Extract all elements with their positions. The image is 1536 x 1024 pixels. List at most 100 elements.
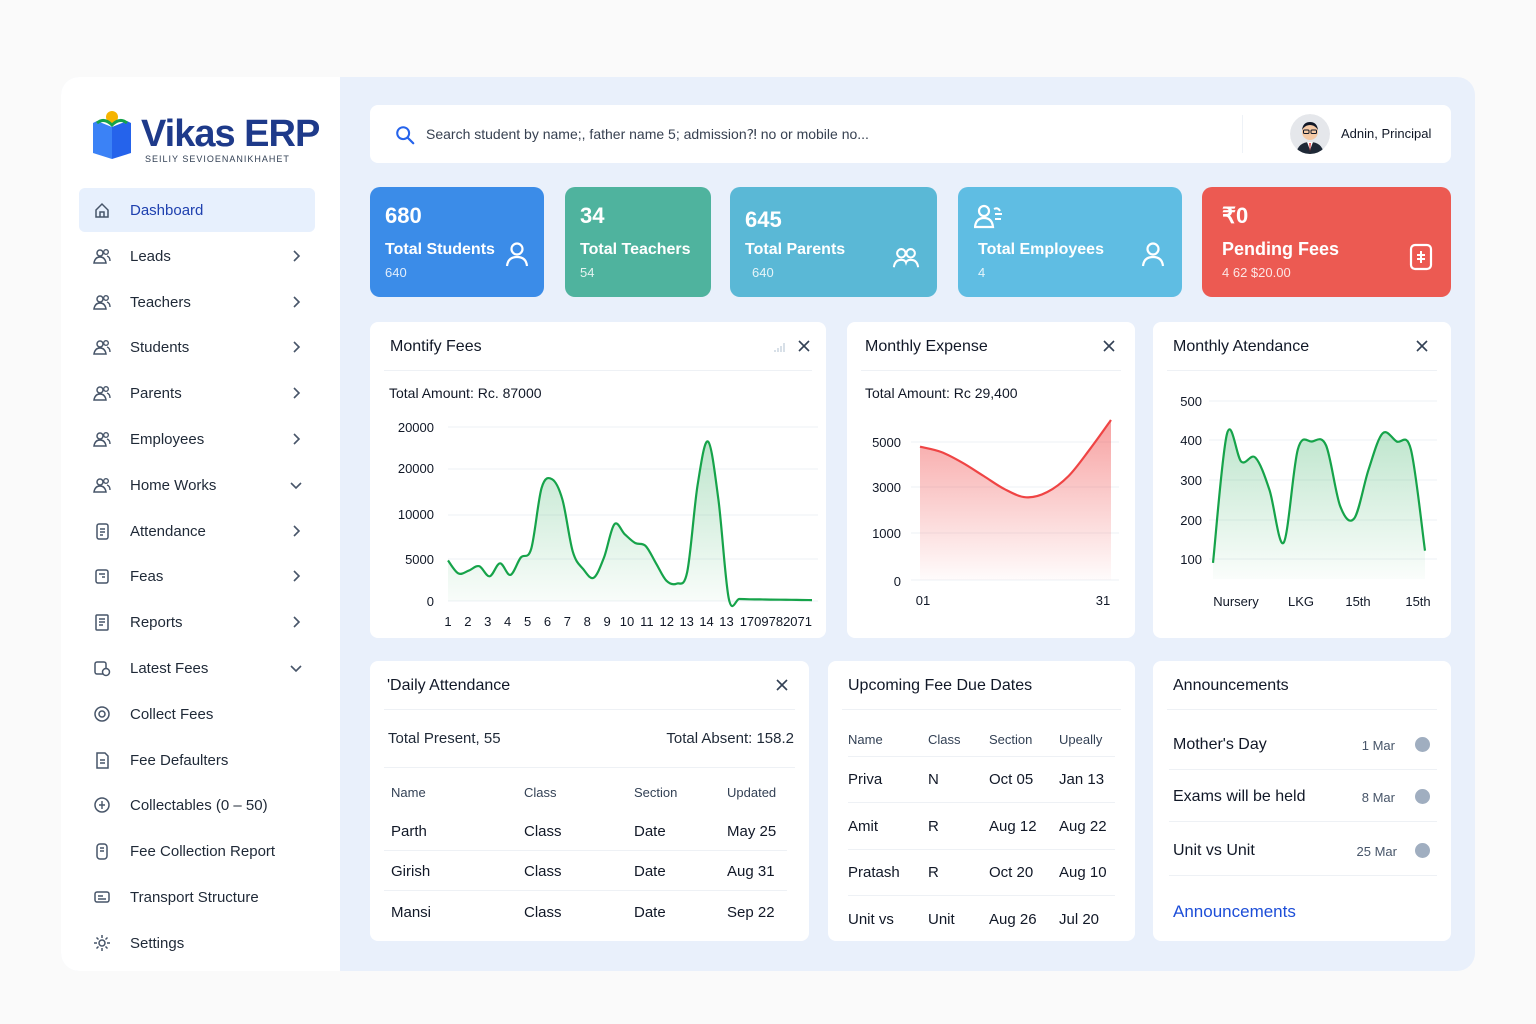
close-icon[interactable] (1415, 339, 1429, 353)
bus-icon (94, 891, 110, 903)
column-header[interactable]: Section (989, 732, 1033, 747)
series-line[interactable] (1211, 428, 1427, 563)
divider (861, 370, 1121, 371)
sidebar-nav: Dashboard Leads Teachers Students Parents Emp… (79, 188, 315, 967)
upcoming-fee-table: Name Class Section Upeally Priva N Oct 05 Jan 1… (828, 661, 1135, 941)
row-divider (848, 756, 1115, 757)
row-divider (1169, 875, 1437, 876)
sidebar-item-transport-structure[interactable]: Transport Structure (79, 875, 315, 919)
table-cell[interactable]: Unit vs (848, 911, 894, 928)
sidebar-item-label: Latest Fees (130, 659, 209, 677)
column-header[interactable]: Section (634, 785, 678, 800)
signal-icon[interactable] (774, 341, 786, 353)
x-tick-label: 01 (916, 593, 930, 608)
sidebar-item-students[interactable]: Students (79, 325, 315, 369)
close-icon[interactable] (775, 678, 789, 692)
table-cell[interactable]: Amit (848, 818, 878, 835)
table-cell: Class (524, 823, 562, 840)
status-dot[interactable] (1415, 737, 1430, 752)
home-icon (95, 202, 109, 218)
x-tick-label: 15th (1345, 594, 1370, 609)
status-dot[interactable] (1415, 843, 1430, 858)
column-header[interactable]: Updated (727, 785, 777, 800)
stat-card-total-employees[interactable]: Total Employees 4 (958, 187, 1182, 297)
column-header[interactable]: Class (928, 732, 961, 747)
close-icon[interactable] (1102, 339, 1116, 353)
y-tick-label: 0 (427, 594, 434, 609)
sidebar-item-parents[interactable]: Parents (79, 371, 315, 415)
chevron-right-icon (293, 525, 301, 537)
announcement-title[interactable]: Exams will be held (1173, 788, 1306, 805)
y-tick-label: 3000 (872, 480, 901, 495)
y-tick-label: 5000 (405, 552, 434, 567)
card-title: 'Daily Attendance (387, 677, 511, 694)
stat-value: 680 (385, 203, 422, 228)
announcement-date: 25 Mar (1356, 844, 1397, 859)
y-tick-label: 20000 (398, 461, 434, 476)
close-icon[interactable] (797, 339, 811, 353)
sidebar-item-label: Attendance (130, 522, 206, 540)
avatar[interactable] (1290, 114, 1330, 154)
user-name[interactable]: Adnin, Principal (1341, 126, 1432, 141)
stat-card-total-teachers[interactable]: 34 Total Teachers 54 (565, 187, 711, 297)
card-title: Announcements (1173, 677, 1289, 694)
table-cell[interactable]: Priva (848, 771, 883, 788)
announcement-title[interactable]: Unit vs Unit (1173, 842, 1255, 859)
table-cell[interactable]: Girish (391, 863, 431, 880)
table-cell: Oct 20 (989, 864, 1034, 881)
chevron-down-icon (290, 665, 302, 673)
announcements-link[interactable]: Announcements (1173, 902, 1296, 921)
sidebar-item-latest-fees[interactable]: Latest Fees (79, 646, 315, 690)
receipt-icon (96, 843, 108, 860)
sidebar-item-label: Parents (130, 385, 182, 403)
stat-card-total-students[interactable]: 680 Total Students 640 (370, 187, 544, 297)
sidebar-item-fee-defaulters[interactable]: Fee Defaulters (79, 738, 315, 782)
column-header[interactable]: Name (391, 785, 426, 800)
table-cell[interactable]: Parth (391, 823, 427, 840)
table-cell: Oct 05 (989, 771, 1034, 788)
daily-attendance-card: 'Daily Attendance Total Present, 55 Tota… (370, 661, 809, 941)
document-icon (96, 751, 109, 769)
sidebar-item-collect-fees[interactable]: Collect Fees (79, 692, 315, 736)
x-tick-label: 11 (640, 614, 654, 629)
person-icon (1141, 242, 1165, 267)
table-cell: Sep 22 (727, 904, 775, 921)
column-header[interactable]: Class (524, 785, 557, 800)
table-cell: Class (524, 863, 562, 880)
stat-sub: 640 (752, 265, 774, 280)
sidebar-item-dashboard[interactable]: Dashboard (79, 188, 315, 232)
sidebar-item-employees[interactable]: Employees (79, 417, 315, 461)
stat-card-total-parents[interactable]: 645 Total Parents 640 (730, 187, 937, 297)
sidebar-item-leads[interactable]: Leads (79, 234, 315, 278)
sidebar-item-fee-collection-report[interactable]: Fee Collection Report (79, 829, 315, 873)
announcement-title[interactable]: Mother's Day (1173, 736, 1267, 753)
users-icon (93, 340, 111, 356)
column-header[interactable]: Upeally (1059, 732, 1103, 747)
sidebar-item-reports[interactable]: Reports (79, 600, 315, 644)
stat-value: 645 (745, 207, 782, 232)
search-input[interactable] (426, 121, 1226, 147)
upcoming-fee-due-card: Upcoming Fee Due Dates Name Class Section U… (828, 661, 1135, 941)
x-tick-label: Nursery (1213, 594, 1259, 609)
table-cell[interactable]: Pratash (848, 864, 900, 881)
stat-card-pending-fees[interactable]: ₹0 Pending Fees 4 62 $20.00 (1202, 187, 1451, 297)
sidebar-item-settings[interactable]: Settings (79, 921, 315, 965)
person-icon (505, 242, 529, 267)
x-tick-label: 2 (464, 614, 471, 629)
sidebar-item-home-works[interactable]: Home Works (79, 463, 315, 507)
status-dot[interactable] (1415, 789, 1430, 804)
sidebar-item-feas[interactable]: Feas (79, 554, 315, 598)
column-header[interactable]: Name (848, 732, 883, 747)
sidebar-item-collectables-0-50[interactable]: Collectables (0 – 50) (79, 783, 315, 827)
sidebar-item-attendance[interactable]: Attendance (79, 509, 315, 553)
table-cell: R (928, 818, 939, 835)
brand-logo[interactable]: Vikas ERP SEILIY SEVIOENANIKHAHET (89, 107, 329, 167)
invoice-icon (1409, 243, 1433, 271)
sidebar-item-teachers[interactable]: Teachers (79, 280, 315, 324)
series-line[interactable] (919, 419, 1112, 499)
series-line[interactable] (447, 440, 813, 608)
table-cell[interactable]: Mansi (391, 904, 432, 921)
app-window: Vikas ERP SEILIY SEVIOENANIKHAHET Dashbo… (61, 77, 1475, 971)
search-icon[interactable] (394, 124, 416, 146)
card-title: Monthly Expense (865, 338, 988, 355)
